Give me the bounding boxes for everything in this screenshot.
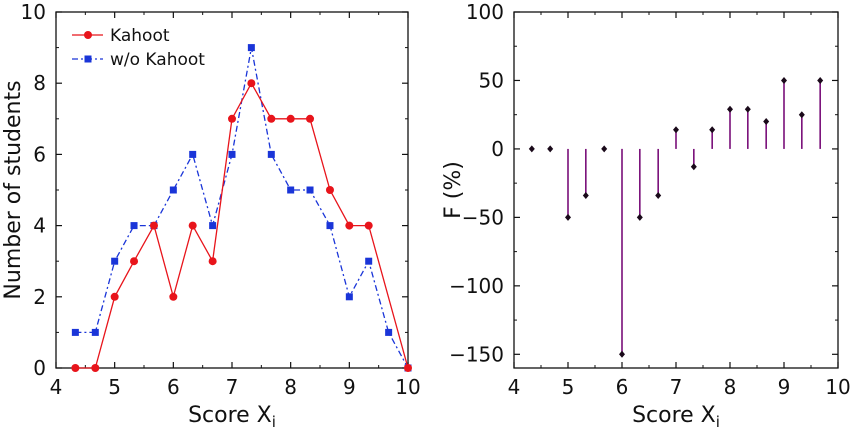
data-point-kahoot (267, 114, 276, 123)
data-point-w-o-kahoot (365, 257, 373, 265)
stem-marker (798, 111, 805, 119)
data-point-w-o-kahoot (169, 186, 177, 194)
data-point-kahoot (286, 114, 295, 123)
x-axis-label: Score Xi (188, 403, 276, 431)
x-tick-label: 9 (778, 375, 791, 399)
data-point-w-o-kahoot (71, 328, 79, 336)
y-tick-label: 50 (479, 68, 504, 92)
x-tick-label: 6 (167, 375, 180, 399)
x-tick-label: 9 (343, 375, 356, 399)
x-tick-label: 8 (284, 375, 297, 399)
x-tick-label: 5 (562, 375, 575, 399)
stem-marker (619, 350, 625, 358)
stem-marker (655, 191, 662, 199)
data-point-w-o-kahoot (228, 150, 236, 158)
y-tick-label: 6 (33, 142, 46, 166)
data-point-kahoot (345, 221, 354, 230)
data-point-w-o-kahoot (287, 186, 295, 194)
data-point-w-o-kahoot (91, 328, 99, 336)
x-tick-label: 4 (508, 375, 521, 399)
data-point-kahoot (325, 186, 334, 194)
plot-frame (55, 11, 409, 369)
y-tick-label: −100 (449, 274, 504, 298)
data-point-w-o-kahoot (345, 293, 353, 301)
data-point-w-o-kahoot (111, 257, 119, 265)
series-line-w-o-kahoot (75, 47, 409, 369)
stem-marker (690, 163, 697, 171)
data-point-kahoot (71, 364, 80, 372)
x-tick-label: 6 (616, 375, 629, 399)
y-axis-label: Number of students (1, 80, 26, 299)
y-tick-label: 10 (21, 0, 46, 24)
x-tick-label: 8 (724, 375, 737, 399)
y-tick-label: −50 (462, 205, 504, 229)
stem-marker (763, 118, 770, 126)
stem-marker (547, 145, 554, 153)
stem-marker (727, 105, 733, 113)
data-point-w-o-kahoot (130, 222, 138, 230)
x-tick-label: 10 (395, 375, 420, 399)
x-tick-label: 7 (670, 375, 683, 399)
data-point-kahoot (149, 221, 158, 230)
chart-f-percent: 4 5 6 7 8 9 10 −150 −100 −50 0 50 100 Score Xi F (%… (441, 0, 850, 431)
legend-marker-kahoot (84, 31, 92, 39)
stem-marker (709, 126, 716, 134)
legend-label-without-kahoot: w/o Kahoot (110, 50, 205, 70)
data-point-kahoot (91, 364, 100, 372)
x-axis-label: Score Xi (632, 403, 720, 431)
data-point-w-o-kahoot (209, 222, 217, 230)
data-point-w-o-kahoot (267, 150, 275, 158)
stem-marker (565, 213, 571, 221)
stem-marker (528, 145, 535, 153)
data-point-kahoot (188, 221, 197, 230)
y-tick-label: 2 (33, 285, 46, 309)
stem-marker (673, 126, 679, 134)
stem-marker (817, 76, 824, 84)
y-tick-label: 4 (33, 214, 46, 238)
data-point-kahoot (364, 221, 373, 230)
y-tick-label: 100 (466, 0, 504, 24)
legend-marker-without-kahoot (84, 55, 92, 63)
data-point-w-o-kahoot (189, 150, 197, 158)
x-tick-label: 10 (825, 375, 850, 399)
series-line-kahoot (75, 81, 409, 369)
legend-label-kahoot: Kahoot (110, 26, 170, 46)
y-tick-label: 8 (33, 71, 46, 95)
plot-frame (513, 11, 839, 369)
chart-student-counts: 4 5 6 7 8 9 10 0 2 4 6 8 10 Score Xi Number of stud… (1, 0, 421, 431)
data-point-w-o-kahoot (326, 222, 334, 230)
y-tick-label: −150 (449, 342, 504, 366)
data-point-w-o-kahoot (247, 44, 255, 52)
data-point-kahoot (208, 257, 217, 266)
data-point-kahoot (247, 79, 256, 88)
x-tick-label: 7 (226, 375, 239, 399)
data-point-kahoot (404, 364, 412, 372)
data-point-kahoot (306, 114, 315, 123)
stem-marker (582, 191, 589, 199)
data-point-kahoot (130, 257, 139, 266)
data-point-kahoot (228, 114, 236, 123)
data-point-kahoot (110, 292, 119, 301)
data-point-w-o-kahoot (385, 328, 393, 336)
y-tick-label: 0 (491, 137, 504, 161)
stem-marker (781, 76, 787, 84)
x-tick-label: 5 (108, 375, 121, 399)
stem-marker (744, 105, 751, 113)
data-point-w-o-kahoot (306, 186, 314, 194)
legend: Kahoot w/o Kahoot (72, 26, 205, 70)
stem-marker (636, 213, 643, 221)
y-tick-label: 0 (33, 356, 46, 380)
stem-marker (601, 145, 608, 153)
x-tick-label: 4 (50, 375, 63, 399)
y-axis-label: F (%) (441, 161, 466, 219)
data-point-kahoot (169, 292, 178, 301)
